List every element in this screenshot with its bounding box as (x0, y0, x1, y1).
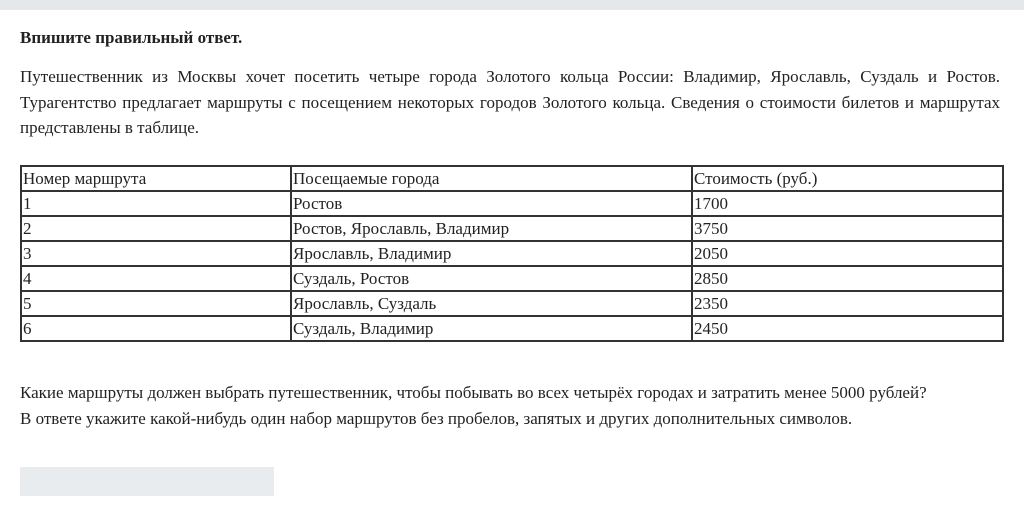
task-intro: Путешественник из Москвы хочет посетить … (20, 67, 1000, 137)
table-cell: 2050 (691, 240, 1004, 267)
table-cell: Ростов, Ярославль, Владимир (290, 215, 693, 242)
table-row: 3 Ярославль, Владимир 2050 (20, 240, 1004, 267)
task-question: Какие маршруты должен выбрать путешестве… (20, 380, 1010, 431)
table-cell: 3750 (691, 215, 1004, 242)
table-cell: 1700 (691, 190, 1004, 217)
table-row: 6 Суздаль, Владимир 2450 (20, 315, 1004, 342)
table-cell: Ярославль, Владимир (290, 240, 693, 267)
question-line-1: Какие маршруты должен выбрать путешестве… (20, 383, 927, 402)
table-cell: 3 (20, 240, 292, 267)
table-cell: Суздаль, Владимир (290, 315, 693, 342)
table-header-row: Номер маршрута Посещаемые города Стоимость… (20, 165, 1004, 192)
table-row: 4 Суздаль, Ростов 2850 (20, 265, 1004, 292)
table-row: 1 Ростов 1700 (20, 190, 1004, 217)
table-cell: Суздаль, Ростов (290, 265, 693, 292)
table-header-cell: Посещаемые города (290, 165, 693, 192)
table-header-cell: Стоимость (руб.) (691, 165, 1004, 192)
task-instruction: Впишите правильный ответ. (20, 28, 243, 47)
table-cell: Ростов (290, 190, 693, 217)
table-cell: 2450 (691, 315, 1004, 342)
answer-input[interactable] (20, 467, 274, 496)
table-cell: 2350 (691, 290, 1004, 317)
table-cell: 2 (20, 215, 292, 242)
table-row: 2 Ростов, Ярославль, Владимир 3750 (20, 215, 1004, 242)
table-cell: Ярославль, Суздаль (290, 290, 693, 317)
table-cell: 6 (20, 315, 292, 342)
table-cell: 2850 (691, 265, 1004, 292)
table-cell: 1 (20, 190, 292, 217)
routes-table: Номер маршрута Посещаемые города Стоимость… (20, 165, 1004, 342)
table-row: 5 Ярославль, Суздаль 2350 (20, 290, 1004, 317)
table-cell: 4 (20, 265, 292, 292)
table-cell: 5 (20, 290, 292, 317)
table-header-cell: Номер маршрута (20, 165, 292, 192)
question-line-2: В ответе укажите какой-нибудь один набор… (20, 408, 853, 428)
top-bar (0, 0, 1024, 10)
